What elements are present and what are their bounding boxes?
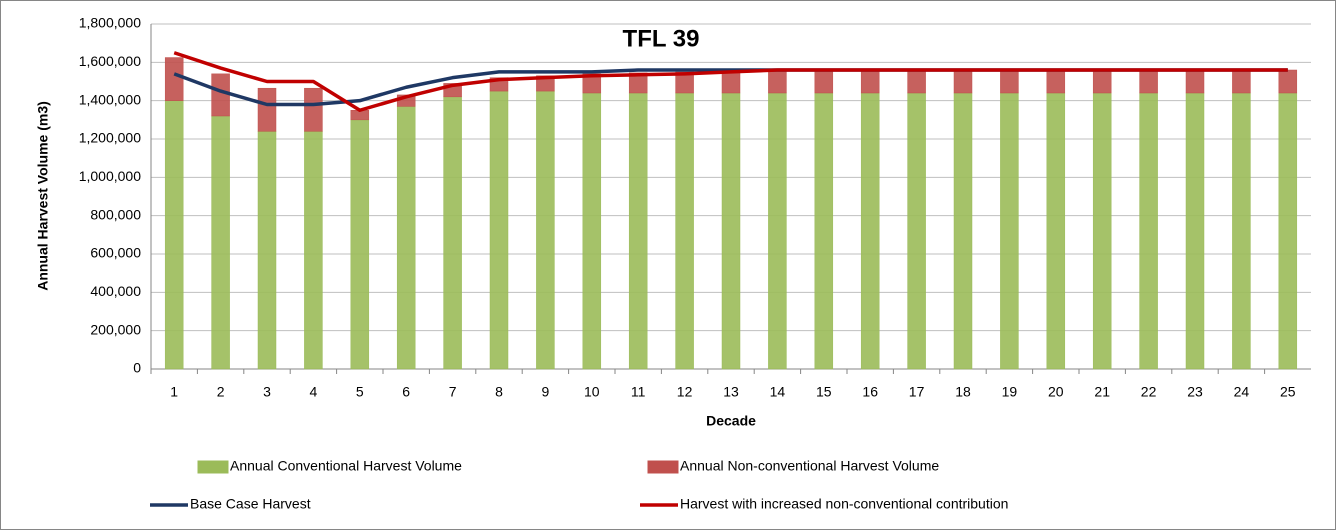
x-tick-label: 5 <box>356 384 364 400</box>
x-tick-label: 18 <box>955 384 971 400</box>
legend-label: Annual Conventional Harvest Volume <box>230 458 462 474</box>
x-tick-label: 19 <box>1002 384 1018 400</box>
bar <box>953 69 973 94</box>
bar <box>907 69 926 94</box>
x-tick-label: 1 <box>170 384 178 400</box>
x-tick-label: 17 <box>909 384 925 400</box>
x-tick-label: 13 <box>723 384 739 400</box>
bar <box>675 71 694 94</box>
x-tick-label: 4 <box>310 384 318 400</box>
y-tick-label: 1,200,000 <box>79 130 141 146</box>
bar <box>814 69 834 94</box>
bar <box>1139 69 1158 94</box>
x-tick-label: 20 <box>1048 384 1064 400</box>
x-tick-label: 7 <box>449 384 457 400</box>
chart-title: TFL 39 <box>623 25 700 52</box>
bar <box>907 92 926 370</box>
bar <box>768 69 787 94</box>
bar <box>628 72 648 94</box>
bar <box>211 73 230 117</box>
bar <box>582 92 602 370</box>
bar <box>1092 92 1112 370</box>
x-tick-label: 15 <box>816 384 832 400</box>
bar <box>304 131 323 370</box>
x-tick-label: 3 <box>263 384 271 400</box>
bar <box>860 92 880 370</box>
bar <box>350 119 370 370</box>
bar <box>814 92 834 370</box>
bar <box>628 92 648 370</box>
bar <box>721 70 741 94</box>
bar <box>257 131 277 370</box>
legend-label: Harvest with increased non-conventional … <box>680 496 1008 512</box>
x-tick-label: 23 <box>1187 384 1203 400</box>
x-tick-label: 16 <box>862 384 878 400</box>
bar <box>1185 92 1205 370</box>
legend-swatch <box>197 460 229 474</box>
bar <box>536 90 555 370</box>
bar <box>1092 69 1112 94</box>
x-tick-label: 12 <box>677 384 693 400</box>
x-tick-label: 21 <box>1094 384 1110 400</box>
y-tick-label: 0 <box>133 360 141 376</box>
y-tick-label: 600,000 <box>90 245 141 261</box>
x-tick-label: 25 <box>1280 384 1296 400</box>
y-tick-label: 400,000 <box>90 283 141 299</box>
bar <box>211 115 230 370</box>
bar <box>257 87 277 132</box>
bar <box>164 100 184 370</box>
x-tick-label: 11 <box>631 384 646 400</box>
x-tick-label: 8 <box>495 384 503 400</box>
x-tick-label: 6 <box>402 384 410 400</box>
bar <box>1278 92 1298 370</box>
bar <box>304 87 323 132</box>
bar <box>1046 92 1066 370</box>
line <box>173 51 1288 112</box>
bar <box>1000 92 1019 370</box>
bar <box>396 106 416 370</box>
x-tick-label: 24 <box>1234 384 1250 400</box>
y-tick-label: 200,000 <box>90 321 141 337</box>
x-tick-label: 22 <box>1141 384 1157 400</box>
legend-label: Annual Non-conventional Harvest Volume <box>680 458 939 474</box>
bar <box>1232 92 1251 370</box>
x-tick-label: 2 <box>217 384 225 400</box>
bar <box>1046 69 1066 94</box>
bar <box>1000 69 1019 94</box>
x-tick-label: 9 <box>542 384 550 400</box>
y-tick-label: 800,000 <box>90 206 141 222</box>
bar <box>164 57 184 101</box>
bar <box>953 92 973 370</box>
bar <box>721 92 741 370</box>
bar <box>675 92 694 370</box>
bar <box>1185 69 1205 94</box>
bar <box>1278 69 1298 94</box>
y-axis-label: Annual Harvest Volume (m3) <box>35 101 51 291</box>
bar <box>1139 92 1158 370</box>
y-tick-label: 1,600,000 <box>79 53 141 69</box>
bar <box>489 90 509 370</box>
bar <box>768 92 787 370</box>
y-tick-label: 1,400,000 <box>79 91 141 107</box>
bar <box>860 69 880 94</box>
bar <box>443 96 462 370</box>
y-tick-label: 1,000,000 <box>79 168 141 184</box>
legend-swatch <box>647 460 679 474</box>
bar <box>1232 69 1251 94</box>
x-axis-label: Decade <box>706 413 756 429</box>
bar <box>582 73 602 94</box>
y-tick-label: 1,800,000 <box>79 15 141 31</box>
x-tick-label: 14 <box>770 384 786 400</box>
x-tick-label: 10 <box>584 384 600 400</box>
legend-label: Base Case Harvest <box>190 496 311 512</box>
